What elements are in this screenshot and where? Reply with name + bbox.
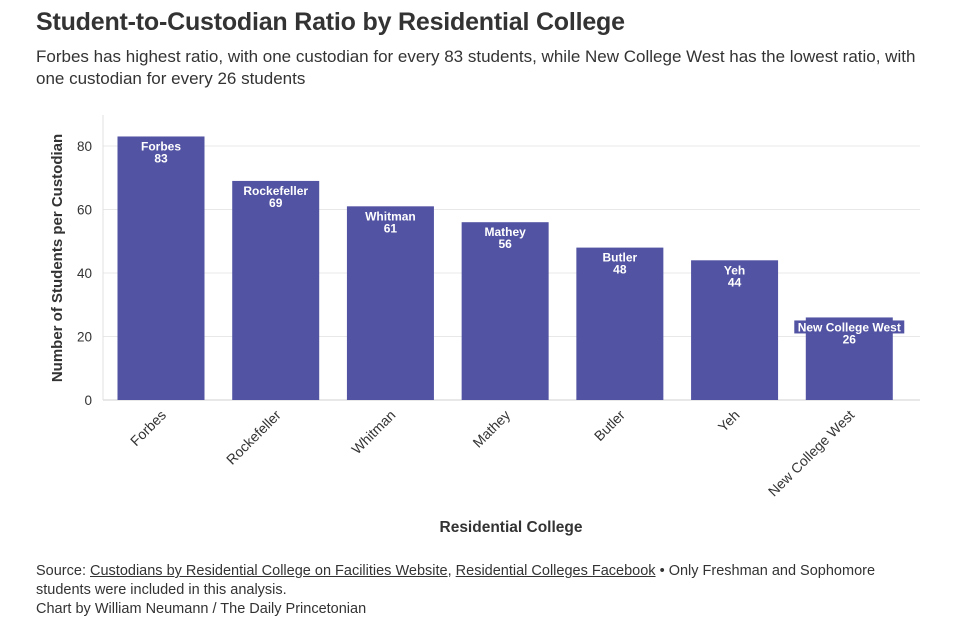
- y-axis-title: Number of Students per Custodian: [49, 134, 66, 382]
- source-line: Source: Custodians by Residential Colleg…: [36, 562, 926, 600]
- data-label-value: 26: [843, 332, 857, 346]
- x-tick-label: New College West: [765, 407, 858, 500]
- bar[interactable]: [346, 206, 434, 400]
- chart-title: Student-to-Custodian Ratio by Residentia…: [36, 8, 625, 36]
- y-tick-label: 0: [84, 393, 92, 408]
- x-axis-title: Residential College: [440, 519, 583, 536]
- bar[interactable]: [232, 180, 320, 400]
- data-label-name: Yeh: [724, 263, 745, 277]
- chart-subtitle: Forbes has highest ratio, with one custo…: [36, 47, 916, 88]
- y-tick-label: 60: [77, 203, 92, 218]
- source-link-facilities[interactable]: Custodians by Residential College on Fac…: [90, 563, 448, 579]
- data-label-name: New College West: [798, 320, 901, 334]
- y-tick-label: 80: [77, 139, 92, 154]
- data-label-name: Whitman: [365, 209, 416, 223]
- source-prefix: Source:: [36, 563, 90, 579]
- bar[interactable]: [576, 247, 664, 400]
- data-label-name: Butler: [603, 251, 638, 265]
- data-label-name: Forbes: [141, 139, 181, 153]
- x-tick-label: Rockefeller: [223, 407, 284, 468]
- source-link-facebook[interactable]: Residential Colleges Facebook: [455, 563, 656, 579]
- x-tick-label: Whitman: [348, 407, 398, 457]
- chart-footer: Source: Custodians by Residential Colleg…: [36, 562, 926, 619]
- bar[interactable]: [691, 260, 779, 400]
- x-tick-label: Forbes: [127, 407, 169, 449]
- bar[interactable]: [117, 136, 205, 400]
- y-tick-label: 20: [77, 330, 92, 345]
- chart-credit: Chart by William Neumann / The Daily Pri…: [36, 601, 367, 617]
- data-label-value: 83: [154, 151, 168, 165]
- x-tick-label: Mathey: [469, 407, 513, 451]
- source-note: • Only Freshman and Sophomore students w…: [36, 563, 876, 598]
- bar[interactable]: [461, 222, 549, 400]
- data-label-background: [794, 320, 905, 334]
- data-label-value: 56: [498, 237, 512, 251]
- source-separator: ,: [447, 563, 456, 579]
- data-label-value: 44: [728, 275, 742, 289]
- data-label-value: 48: [613, 263, 627, 277]
- x-tick-label: Butler: [591, 407, 628, 444]
- y-tick-label: 40: [77, 266, 92, 281]
- data-label-value: 61: [384, 221, 398, 235]
- data-label-value: 69: [269, 196, 283, 210]
- data-label-name: Rockefeller: [243, 184, 308, 198]
- data-label-name: Mathey: [484, 225, 526, 239]
- x-tick-label: Yeh: [715, 407, 743, 435]
